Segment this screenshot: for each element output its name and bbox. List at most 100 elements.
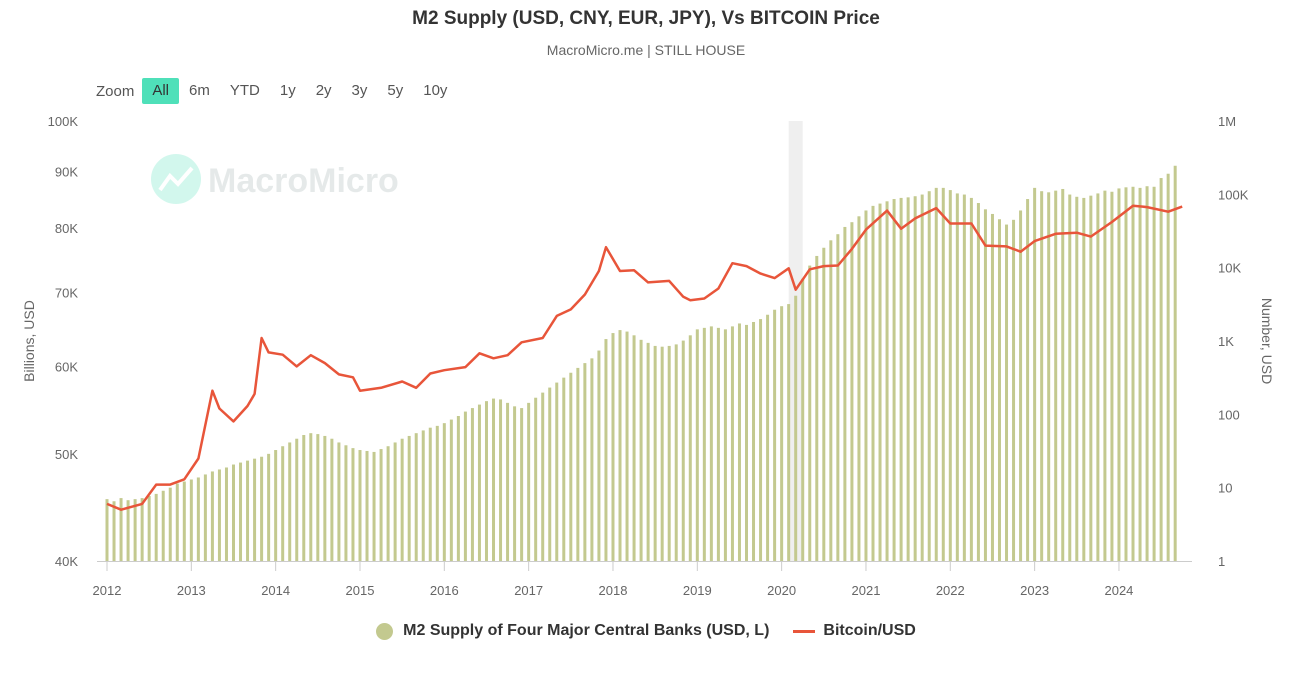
- m2-bar: [885, 201, 889, 561]
- watermark-text: MacroMicro: [208, 162, 399, 200]
- left-tick-label: 40K: [55, 554, 78, 569]
- zoom-label: Zoom: [96, 82, 135, 100]
- legend: M2 Supply of Four Major Central Banks (U…: [0, 622, 1292, 640]
- range-selector: Zoom All 6m YTD 1y 2y 3y 5y 10y: [96, 78, 457, 104]
- m2-bar: [449, 419, 453, 561]
- m2-bar: [1026, 199, 1030, 562]
- right-axis-title: Number, USD: [1259, 298, 1275, 384]
- m2-bar: [224, 467, 228, 561]
- m2-bar: [484, 401, 488, 561]
- m2-bar: [1173, 165, 1177, 561]
- m2-bar: [323, 435, 327, 561]
- m2-bar: [1075, 196, 1079, 562]
- m2-bar: [653, 345, 657, 561]
- m2-bar: [520, 408, 524, 561]
- m2-bar: [499, 399, 503, 561]
- m2-bar: [730, 326, 734, 561]
- left-tick-label: 100K: [48, 114, 79, 129]
- m2-bar: [534, 397, 538, 561]
- x-tick-label: 2012: [93, 583, 122, 598]
- m2-bar: [281, 446, 285, 561]
- m2-bar: [737, 323, 741, 561]
- m2-bar: [794, 295, 798, 561]
- m2-bar: [864, 210, 868, 561]
- right-tick-label: 1K: [1218, 334, 1234, 349]
- m2-bar: [745, 324, 749, 561]
- m2-bar: [576, 367, 580, 561]
- m2-bar: [1019, 210, 1023, 561]
- m2-bar: [1089, 195, 1093, 561]
- m2-bar: [379, 449, 383, 561]
- m2-bar: [541, 392, 545, 561]
- x-tick-label: 2023: [1020, 583, 1049, 598]
- range-button-1y[interactable]: 1y: [279, 82, 296, 99]
- m2-bar: [393, 442, 397, 561]
- m2-bar: [133, 499, 137, 561]
- range-button-3y[interactable]: 3y: [351, 82, 368, 99]
- m2-bar: [189, 479, 193, 561]
- m2-bar: [555, 382, 559, 561]
- m2-bar: [407, 435, 411, 561]
- range-button-5y[interactable]: 5y: [387, 82, 404, 99]
- m2-bar: [948, 190, 952, 561]
- m2-bar: [836, 234, 840, 561]
- legend-marker-circle-icon: [376, 622, 394, 640]
- m2-bar: [112, 501, 116, 561]
- x-tick-label: 2013: [177, 583, 206, 598]
- legend-item-bitcoin[interactable]: Bitcoin/USD: [793, 622, 916, 640]
- m2-bar: [175, 483, 179, 561]
- m2-bar: [1159, 178, 1163, 561]
- m2-bar: [1124, 187, 1128, 561]
- m2-bar: [927, 191, 931, 561]
- m2-bar: [674, 344, 678, 561]
- m2-bar: [196, 477, 200, 561]
- m2-bar: [660, 346, 664, 561]
- range-button-all[interactable]: All: [142, 78, 180, 104]
- chart-subtitle: MacroMicro.me | STILL HOUSE: [546, 42, 746, 58]
- range-button-ytd[interactable]: YTD: [229, 82, 260, 99]
- m2-bar: [147, 495, 151, 561]
- m2-bar: [161, 490, 165, 561]
- m2-bar: [492, 398, 496, 561]
- m2-bar: [463, 411, 467, 561]
- range-button-2y[interactable]: 2y: [315, 82, 332, 99]
- m2-bar: [1061, 188, 1065, 561]
- legend-label-bitcoin: Bitcoin/USD: [823, 622, 916, 639]
- m2-bar: [688, 335, 692, 561]
- x-tick-label: 2017: [514, 583, 543, 598]
- m2-bar: [260, 456, 264, 561]
- right-tick-label: 100: [1218, 407, 1240, 422]
- range-button-6m[interactable]: 6m: [189, 82, 210, 99]
- m2-bar: [646, 342, 650, 561]
- right-tick-label: 10: [1218, 481, 1232, 496]
- m2-bar: [871, 205, 875, 561]
- m2-bar: [969, 197, 973, 561]
- m2-bar: [239, 462, 243, 561]
- m2-bar: [681, 340, 685, 561]
- m2-bar: [470, 408, 474, 561]
- range-button-10y[interactable]: 10y: [423, 82, 448, 99]
- m2-bar: [955, 193, 959, 561]
- m2-bar: [386, 446, 390, 561]
- m2-bar: [934, 187, 938, 561]
- m2-bar: [808, 265, 812, 561]
- bitcoin-line: [106, 204, 1183, 511]
- x-tick-label: 2016: [430, 583, 459, 598]
- m2-bar: [119, 498, 123, 561]
- legend-item-m2[interactable]: M2 Supply of Four Major Central Banks (U…: [376, 622, 769, 640]
- m2-bar: [246, 460, 250, 561]
- m2-bar: [618, 330, 622, 561]
- m2-bar: [442, 423, 446, 561]
- m2-bar: [330, 438, 334, 561]
- right-tick-label: 100K: [1218, 187, 1249, 202]
- m2-bar: [182, 481, 186, 561]
- m2-bar: [892, 199, 896, 562]
- m2-bar: [604, 339, 608, 561]
- m2-bar: [723, 329, 727, 561]
- m2-bar: [506, 402, 510, 561]
- m2-bar: [1096, 193, 1100, 561]
- m2-bar: [899, 197, 903, 561]
- m2-bar: [210, 471, 214, 561]
- left-tick-label: 70K: [55, 285, 78, 300]
- m2-bar: [1005, 224, 1009, 561]
